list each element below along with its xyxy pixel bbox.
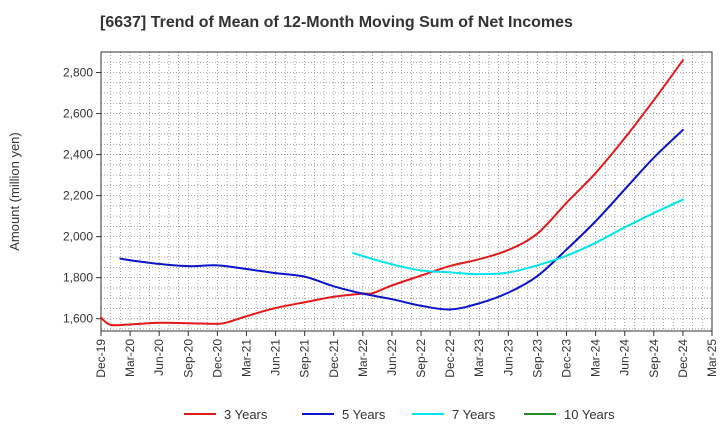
y-tick-label: 2,400 — [63, 148, 93, 162]
x-tick-label: Jun-20 — [152, 339, 166, 376]
x-tick-label: Dec-20 — [210, 339, 224, 378]
y-axis-label: Amount (million yen) — [7, 132, 22, 251]
x-tick-label: Dec-19 — [94, 339, 108, 378]
legend-label-2: 5 Years — [342, 407, 386, 422]
y-tick-label: 2,200 — [63, 189, 93, 203]
series-line-3 — [352, 198, 684, 276]
x-tick-label: Sep-20 — [181, 339, 195, 378]
x-tick-label: Dec-22 — [443, 339, 457, 378]
x-tick-label: Jun-24 — [618, 339, 632, 376]
series-line-2 — [119, 128, 684, 311]
x-tick-label: Mar-22 — [356, 339, 370, 377]
x-tick-label: Mar-25 — [705, 339, 719, 377]
legend-label-4: 10 Years — [564, 407, 615, 422]
x-tick-label: Jun-23 — [501, 339, 515, 376]
plot-border — [100, 51, 713, 332]
series-line-1 — [100, 59, 684, 327]
legend-label-3: 7 Years — [452, 407, 496, 422]
plot-area — [101, 52, 712, 331]
y-tick-label: 1,600 — [63, 312, 93, 326]
x-tick-label: Sep-22 — [414, 339, 428, 378]
y-tick-label: 2,800 — [63, 66, 93, 80]
x-tick-label: Dec-21 — [327, 339, 341, 378]
x-tick-label: Dec-24 — [676, 339, 690, 378]
y-tick-label: 2,000 — [63, 230, 93, 244]
x-tick-label: Mar-21 — [239, 339, 253, 377]
x-tick-label: Jun-22 — [385, 339, 399, 376]
legend-label-1: 3 Years — [224, 407, 268, 422]
x-tick-label: Mar-23 — [472, 339, 486, 377]
x-tick-label: Sep-23 — [530, 339, 544, 378]
x-tick-label: Mar-24 — [589, 339, 603, 377]
x-tick-label: Jun-21 — [269, 339, 283, 376]
chart-title: [6637] Trend of Mean of 12-Month Moving … — [100, 14, 573, 31]
x-tick-label: Sep-24 — [647, 339, 661, 378]
y-tick-label: 2,600 — [63, 107, 93, 121]
y-tick-label: 1,800 — [63, 271, 93, 285]
x-tick-label: Mar-20 — [123, 339, 137, 377]
x-tick-label: Sep-21 — [298, 339, 312, 378]
x-tick-label: Dec-23 — [560, 339, 574, 378]
